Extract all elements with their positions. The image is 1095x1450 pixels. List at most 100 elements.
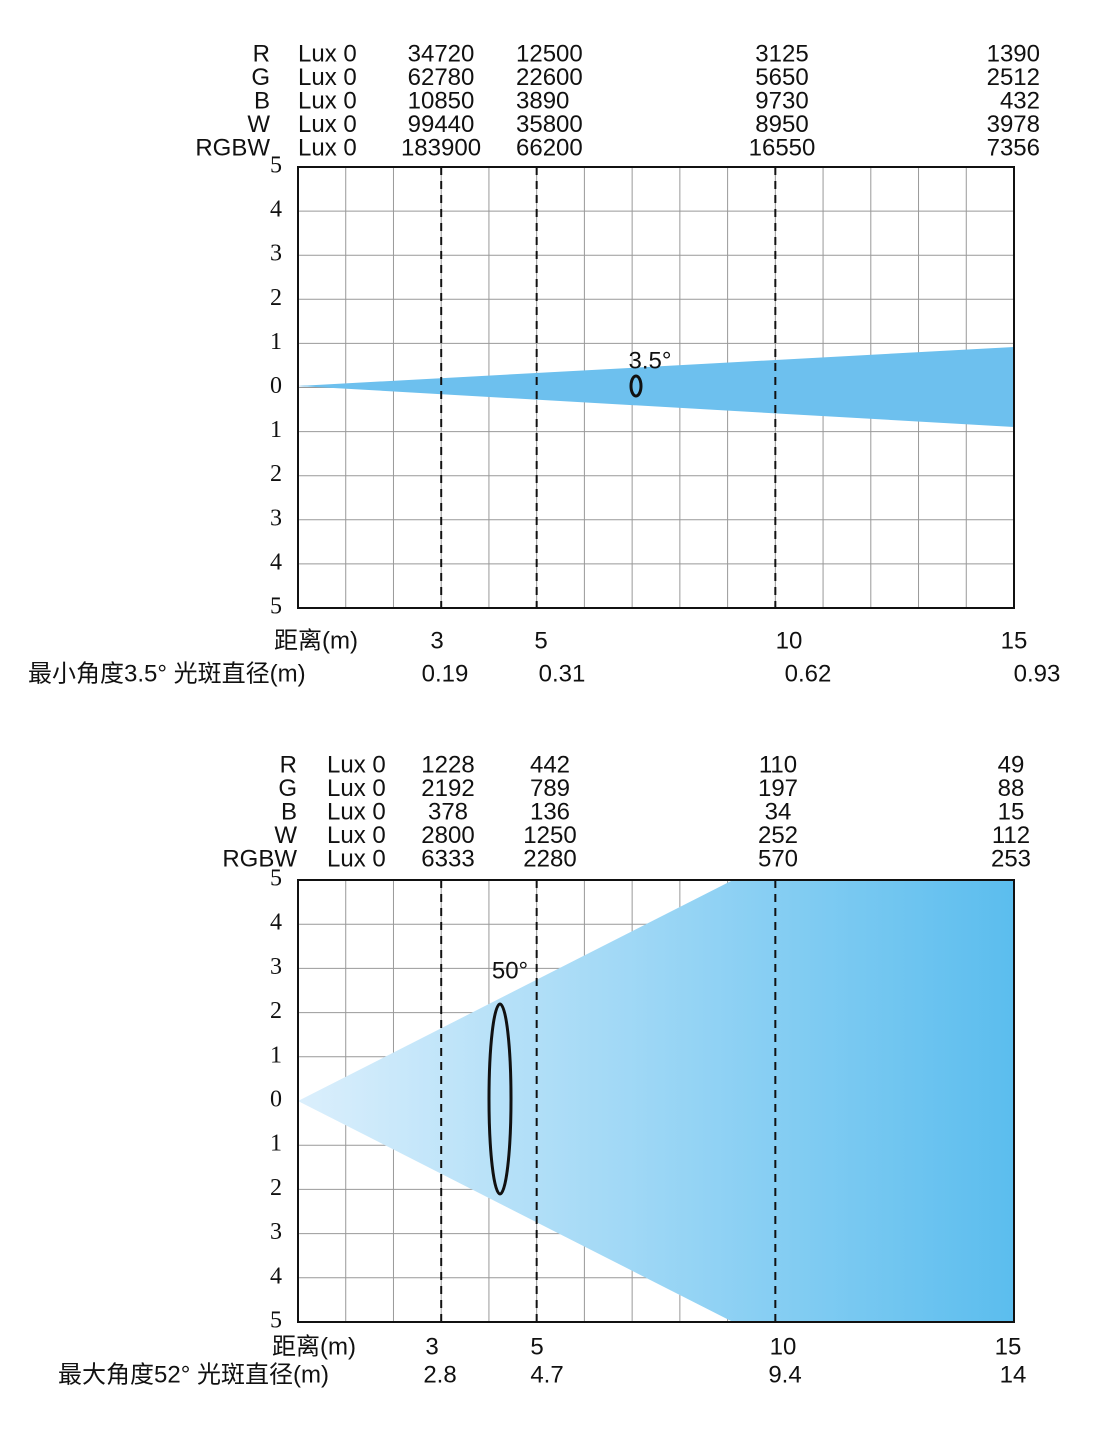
lux-label: Lux 0 bbox=[298, 40, 357, 67]
distance-label: 距离(m) bbox=[274, 627, 358, 654]
diameter-label: 最小角度3.5° 光斑直径(m) bbox=[28, 660, 306, 687]
channel-label: G bbox=[251, 64, 270, 91]
lux-value: 16550 bbox=[749, 134, 816, 161]
y-label: 1 bbox=[270, 1042, 282, 1068]
lux-value: 570 bbox=[758, 845, 798, 872]
distance-value: 3 bbox=[430, 627, 443, 654]
outer-beam bbox=[298, 347, 1014, 427]
channel-label: R bbox=[253, 40, 270, 67]
lux-value: 197 bbox=[758, 775, 798, 802]
lux-value: 2512 bbox=[987, 64, 1040, 91]
lux-value: 2800 bbox=[421, 822, 474, 849]
y-label: 1 bbox=[270, 329, 282, 355]
lux-value: 34 bbox=[765, 798, 792, 825]
y-label: 0 bbox=[270, 373, 282, 399]
y-label: 4 bbox=[270, 549, 282, 575]
diameter-label: 最大角度52° 光斑直径(m) bbox=[58, 1361, 329, 1388]
y-label: 5 bbox=[270, 153, 282, 179]
diameter-value: 0.19 bbox=[422, 660, 469, 687]
lux-value: 7356 bbox=[987, 134, 1040, 161]
y-label: 4 bbox=[270, 1263, 282, 1289]
plot-frame bbox=[297, 166, 1015, 609]
lux-value: 49 bbox=[998, 751, 1025, 778]
y-label: 4 bbox=[270, 197, 282, 223]
distance-value: 15 bbox=[1001, 627, 1028, 654]
diameter-value: 4.7 bbox=[530, 1361, 563, 1388]
y-label: 5 bbox=[270, 594, 282, 620]
beam-spot bbox=[629, 374, 643, 398]
lux-value: 2280 bbox=[523, 845, 576, 872]
channel-label: RGBW bbox=[222, 845, 297, 872]
angle-label: 3.5° bbox=[629, 347, 672, 374]
channel-label: W bbox=[274, 822, 297, 849]
lux-value: 110 bbox=[759, 751, 797, 778]
distance-label: 距离(m) bbox=[272, 1333, 356, 1360]
y-label: 3 bbox=[270, 954, 282, 980]
y-label: 3 bbox=[270, 1219, 282, 1245]
lux-value: 252 bbox=[758, 822, 798, 849]
y-label: 2 bbox=[270, 1175, 282, 1201]
lux-value: 432 bbox=[1000, 87, 1040, 114]
distance-value: 5 bbox=[530, 1333, 543, 1360]
y-label: 1 bbox=[270, 1131, 282, 1157]
lux-value: 6333 bbox=[421, 845, 474, 872]
lux-value: 5650 bbox=[755, 64, 808, 91]
lux-label: Lux 0 bbox=[327, 775, 386, 802]
lux-label: Lux 0 bbox=[298, 87, 357, 114]
lux-value: 62780 bbox=[408, 64, 475, 91]
lux-label: Lux 0 bbox=[327, 751, 386, 778]
lux-value: 442 bbox=[530, 751, 570, 778]
lux-label: Lux 0 bbox=[298, 64, 357, 91]
beam bbox=[298, 880, 1014, 1322]
y-label: 5 bbox=[270, 1308, 282, 1334]
distance-value: 10 bbox=[776, 627, 803, 654]
distance-value: 10 bbox=[770, 1333, 797, 1360]
channel-label: W bbox=[247, 111, 270, 138]
lux-value: 2192 bbox=[421, 775, 474, 802]
lux-value: 88 bbox=[998, 775, 1025, 802]
y-label: 2 bbox=[270, 461, 282, 487]
lux-value: 183900 bbox=[401, 134, 481, 161]
diameter-value: 2.8 bbox=[423, 1361, 456, 1388]
plot-frame bbox=[297, 879, 1015, 1323]
angle-label: 50° bbox=[492, 957, 528, 984]
lux-value: 112 bbox=[992, 822, 1030, 849]
diameter-value: 14 bbox=[1000, 1361, 1027, 1388]
diameter-value: 0.31 bbox=[539, 660, 586, 687]
lux-label: Lux 0 bbox=[298, 111, 357, 138]
y-label: 3 bbox=[270, 505, 282, 531]
lux-value: 136 bbox=[530, 798, 570, 825]
lux-value: 789 bbox=[530, 775, 570, 802]
distance-value: 3 bbox=[425, 1333, 438, 1360]
lux-value: 12500 bbox=[516, 40, 583, 67]
distance-value: 5 bbox=[534, 627, 547, 654]
lux-value: 66200 bbox=[516, 134, 583, 161]
y-label: 0 bbox=[270, 1087, 282, 1113]
lux-value: 1228 bbox=[421, 751, 474, 778]
y-label: 4 bbox=[270, 910, 282, 936]
lux-value: 3978 bbox=[987, 111, 1040, 138]
diameter-value: 9.4 bbox=[768, 1361, 801, 1388]
channel-label: B bbox=[281, 798, 297, 825]
y-label: 2 bbox=[270, 285, 282, 311]
lux-value: 253 bbox=[991, 845, 1031, 872]
lux-label: Lux 0 bbox=[327, 845, 386, 872]
lux-value: 3125 bbox=[755, 40, 808, 67]
lux-value: 99440 bbox=[408, 111, 475, 138]
y-label: 3 bbox=[270, 241, 282, 267]
lux-value: 10850 bbox=[408, 87, 475, 114]
channel-label: RGBW bbox=[195, 134, 270, 161]
lux-label: Lux 0 bbox=[298, 134, 357, 161]
beam-spot bbox=[487, 1002, 513, 1196]
lux-label: Lux 0 bbox=[327, 798, 386, 825]
lux-value: 9730 bbox=[755, 87, 808, 114]
distance-value: 15 bbox=[995, 1333, 1022, 1360]
channel-label: R bbox=[280, 751, 297, 778]
lux-value: 22600 bbox=[516, 64, 583, 91]
diameter-value: 0.62 bbox=[785, 660, 832, 687]
lux-value: 1250 bbox=[523, 822, 576, 849]
lux-value: 34720 bbox=[408, 40, 475, 67]
